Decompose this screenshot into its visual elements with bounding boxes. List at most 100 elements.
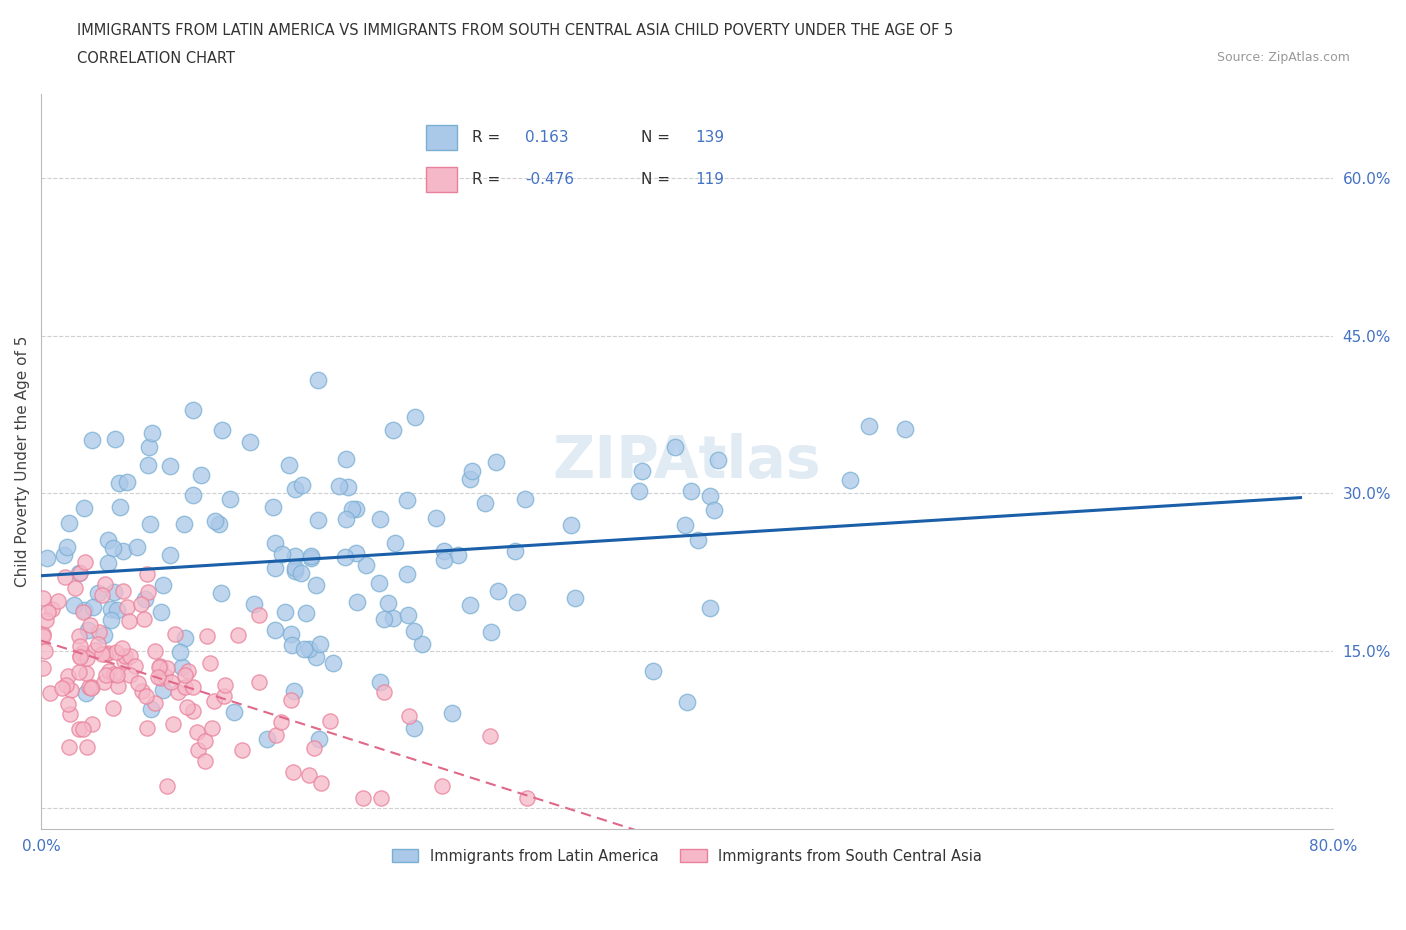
Point xyxy=(181,487,204,502)
Point xyxy=(208,517,231,532)
Point xyxy=(336,480,359,495)
Text: IMMIGRANTS FROM LATIN AMERICA VS IMMIGRANTS FROM SOUTH CENTRAL ASIA CHILD POVERT: IMMIGRANTS FROM LATIN AMERICA VS IMMIGRA… xyxy=(77,23,953,38)
Point xyxy=(72,645,94,660)
Point xyxy=(290,565,312,580)
Point xyxy=(118,614,141,629)
Point xyxy=(404,721,426,736)
Point xyxy=(93,646,115,661)
Point xyxy=(67,629,90,644)
Point xyxy=(280,627,302,642)
Point xyxy=(73,555,96,570)
Point xyxy=(112,543,135,558)
Point xyxy=(894,421,917,436)
Point xyxy=(94,577,117,591)
Point xyxy=(198,656,221,671)
Point xyxy=(67,565,90,580)
Point xyxy=(97,645,120,660)
Point xyxy=(120,649,142,664)
Point xyxy=(53,548,76,563)
Point xyxy=(159,548,181,563)
Point xyxy=(135,689,157,704)
Point xyxy=(219,492,242,507)
Point xyxy=(97,533,120,548)
Point xyxy=(673,518,696,533)
Point xyxy=(127,675,149,690)
Point xyxy=(204,514,226,529)
Point xyxy=(703,502,725,517)
Point xyxy=(270,547,292,562)
Point xyxy=(281,764,304,779)
Point xyxy=(839,472,862,487)
Point xyxy=(32,591,55,605)
Point xyxy=(34,613,56,628)
Point xyxy=(354,558,377,573)
Point xyxy=(136,566,159,581)
Point xyxy=(458,472,481,486)
Point xyxy=(295,605,318,620)
Point xyxy=(858,418,880,433)
Text: ZIPAtlas: ZIPAtlas xyxy=(553,433,821,490)
Point xyxy=(503,544,526,559)
Point xyxy=(32,660,55,675)
Point xyxy=(91,646,114,661)
Point xyxy=(80,717,103,732)
Point xyxy=(395,492,418,507)
Point xyxy=(176,699,198,714)
Point xyxy=(104,645,127,660)
Point xyxy=(39,685,62,700)
Point xyxy=(67,665,90,680)
Point xyxy=(94,668,117,683)
Point xyxy=(284,564,307,578)
Point xyxy=(160,675,183,690)
Point xyxy=(59,707,82,722)
Point xyxy=(69,649,91,664)
Point xyxy=(183,704,205,719)
Point xyxy=(103,667,125,682)
Point xyxy=(69,639,91,654)
Point xyxy=(34,644,56,658)
Point xyxy=(194,753,217,768)
Point xyxy=(631,464,654,479)
Point xyxy=(111,641,134,656)
Point xyxy=(143,696,166,711)
Point xyxy=(103,584,125,599)
Point xyxy=(224,704,246,719)
Point xyxy=(62,598,84,613)
Point xyxy=(80,432,103,447)
Point xyxy=(69,649,91,664)
Point xyxy=(370,674,392,689)
Point xyxy=(298,767,321,782)
Point xyxy=(377,596,399,611)
Point xyxy=(101,701,124,716)
Point xyxy=(243,597,266,612)
Point xyxy=(115,600,138,615)
Point xyxy=(322,656,344,671)
Point xyxy=(152,578,174,592)
Point xyxy=(51,680,73,695)
Point xyxy=(159,458,181,473)
Point xyxy=(333,550,356,565)
Point xyxy=(163,627,186,642)
Point xyxy=(56,669,79,684)
Point xyxy=(75,685,97,700)
Point xyxy=(278,458,301,472)
Point xyxy=(270,714,292,729)
Point xyxy=(73,602,96,617)
Point xyxy=(150,671,173,685)
Point xyxy=(141,425,163,440)
Point xyxy=(53,570,76,585)
Point xyxy=(352,790,374,805)
Point xyxy=(628,484,651,498)
Point xyxy=(307,373,329,388)
Point xyxy=(344,545,367,560)
Point xyxy=(211,423,233,438)
Point xyxy=(342,501,364,516)
Point xyxy=(174,631,197,645)
Point xyxy=(699,601,721,616)
Point xyxy=(136,458,159,472)
Point xyxy=(474,496,496,511)
Point xyxy=(148,670,170,684)
Text: Source: ZipAtlas.com: Source: ZipAtlas.com xyxy=(1216,51,1350,64)
Point xyxy=(262,499,284,514)
Point xyxy=(181,679,204,694)
